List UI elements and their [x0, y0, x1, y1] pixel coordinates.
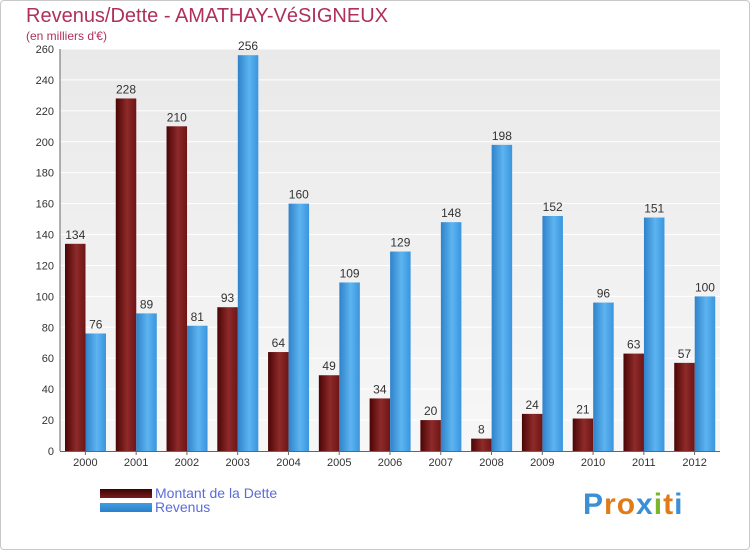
data-label: 20 [424, 404, 438, 418]
bar-revenus [440, 222, 462, 451]
logo-letter: P [583, 488, 605, 521]
x-tick-label: 2010 [581, 457, 605, 469]
y-tick-label: 80 [42, 322, 54, 334]
y-tick-label: 0 [48, 446, 54, 458]
logo-letter: r [604, 488, 617, 521]
data-label: 228 [116, 82, 136, 96]
data-label: 210 [167, 110, 187, 124]
bar-revenus [491, 144, 513, 451]
logo-letter: o [616, 488, 637, 521]
data-label: 151 [644, 202, 664, 216]
y-tick-label: 20 [42, 415, 54, 427]
data-label: 81 [191, 310, 205, 324]
y-tick-label: 140 [36, 230, 54, 242]
data-label: 160 [289, 188, 309, 202]
x-tick-label: 2007 [429, 457, 453, 469]
chart-title: Revenus/Dette - AMATHAY-VéSIGNEUX [26, 5, 388, 27]
y-tick-label: 220 [36, 106, 54, 118]
bar-dette [471, 438, 492, 451]
x-tick-label: 2005 [327, 457, 351, 469]
proxiti-logo: Proxiti [583, 488, 683, 522]
bar-dette [318, 375, 340, 451]
y-tick-label: 160 [36, 199, 54, 211]
data-labels: 134 76 228 89 210 81 93 256 64 160 49 109 34 129 20 148… [65, 39, 715, 436]
data-label: 100 [695, 280, 715, 294]
bar-revenus [593, 302, 614, 451]
legend-swatch-revenus [100, 503, 152, 512]
x-tick-label: 2011 [632, 457, 656, 469]
y-tick-label: 120 [36, 260, 54, 272]
bar-revenus [643, 217, 665, 451]
bar-revenus [237, 55, 259, 451]
bar-revenus [85, 333, 106, 451]
x-tick-label: 2002 [175, 457, 199, 469]
data-label: 24 [525, 398, 539, 412]
bar-dette [623, 353, 644, 451]
data-label: 93 [221, 291, 235, 305]
x-tick-label: 2012 [682, 457, 706, 469]
chart-subtitle: (en milliers d'€) [26, 29, 107, 43]
bar-dette [65, 243, 86, 451]
data-label: 89 [140, 297, 154, 311]
data-label: 76 [89, 317, 103, 331]
x-tick-label: 2008 [479, 457, 503, 469]
data-label: 21 [576, 403, 590, 417]
bar-revenus [694, 296, 716, 451]
bar-dette [420, 420, 441, 451]
plot-background [60, 49, 720, 451]
bar-revenus [542, 215, 563, 451]
data-label: 64 [272, 336, 286, 350]
bar-revenus [288, 203, 310, 451]
bar-revenus [187, 325, 208, 451]
data-label: 96 [597, 287, 611, 301]
legend-label-debt: Montant de la Dette [155, 485, 278, 501]
data-label: 34 [373, 382, 387, 396]
y-axis-ticks: 0 20 40 60 80 100 120 140 160 180 200 220 240 260 [36, 44, 54, 458]
x-tick-label: 2000 [73, 457, 97, 469]
y-tick-label: 40 [42, 384, 54, 396]
bars [65, 55, 716, 452]
data-label: 198 [492, 129, 512, 143]
bar-revenus [339, 282, 360, 451]
logo-letter: t [663, 488, 675, 521]
x-tick-label: 2006 [378, 457, 402, 469]
data-label: 8 [478, 423, 485, 437]
bar-dette [268, 352, 289, 451]
y-tick-label: 200 [36, 137, 54, 149]
bar-dette [115, 98, 137, 451]
data-label: 63 [627, 338, 641, 352]
data-label: 256 [238, 39, 258, 53]
data-label: 109 [340, 266, 360, 280]
bar-dette [572, 418, 594, 451]
data-label: 152 [543, 200, 563, 214]
bar-dette [521, 413, 543, 451]
bar-dette [166, 126, 188, 452]
y-tick-label: 60 [42, 353, 54, 365]
legend-label-revenus: Revenus [155, 499, 211, 515]
data-label: 129 [390, 236, 410, 250]
bar-revenus [136, 313, 157, 451]
bar-dette [369, 398, 391, 451]
x-tick-label: 2003 [225, 457, 249, 469]
logo-letter: i [674, 488, 684, 521]
y-tick-label: 180 [36, 168, 54, 180]
x-tick-label: 2004 [276, 457, 300, 469]
legend-swatch-debt [100, 489, 152, 498]
bar-revenus [390, 251, 411, 451]
data-label: 49 [322, 359, 336, 373]
logo-letter: x [636, 488, 654, 521]
y-tick-label: 100 [36, 291, 54, 303]
bar-dette [217, 307, 238, 451]
x-tick-label: 2001 [124, 457, 148, 469]
data-label: 134 [65, 228, 85, 242]
x-axis-ticks: 2000 2001 2002 2003 2004 2005 2006 2007 2008 2009… [73, 451, 707, 469]
bar-dette [674, 362, 695, 451]
data-label: 57 [678, 347, 692, 361]
logo-letter: i [653, 488, 664, 521]
y-tick-label: 260 [36, 44, 54, 56]
y-tick-label: 240 [36, 75, 54, 87]
data-label: 148 [441, 206, 461, 220]
x-tick-label: 2009 [530, 457, 554, 469]
